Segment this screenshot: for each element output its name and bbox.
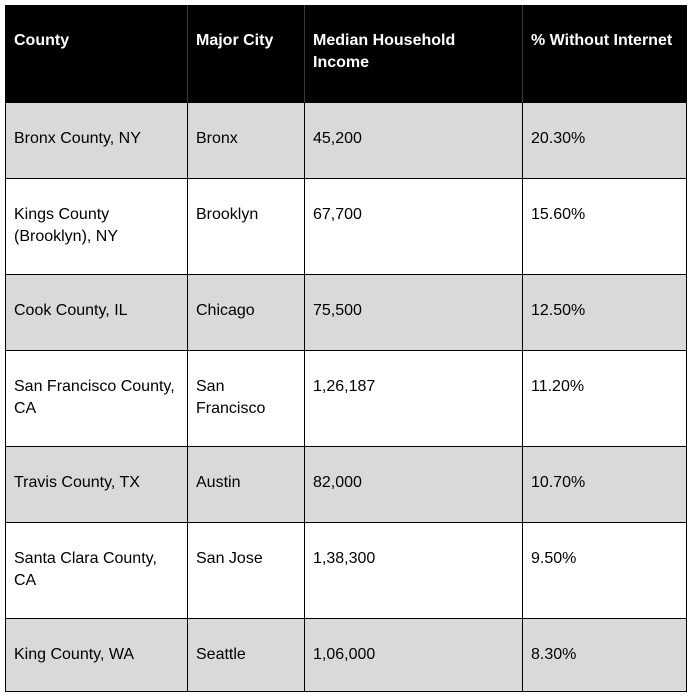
cell-median-income: 1,38,300	[304, 522, 523, 619]
cell-median-income: 45,200	[304, 102, 523, 179]
cell-major-city: Seattle	[187, 618, 305, 692]
table-header: County Major City Median Household Incom…	[5, 5, 687, 103]
header-row: County Major City Median Household Incom…	[5, 5, 687, 103]
cell-major-city: Austin	[187, 446, 305, 523]
cell-county: Kings County (Brooklyn), NY	[5, 178, 188, 275]
header-median-household-income: Median Household Income	[304, 5, 523, 103]
cell-county: Santa Clara County, CA	[5, 522, 188, 619]
header-percent-without-internet: % Without Internet	[522, 5, 687, 103]
county-internet-table: County Major City Median Household Incom…	[5, 5, 687, 692]
cell-county: Bronx County, NY	[5, 102, 188, 179]
cell-major-city: Brooklyn	[187, 178, 305, 275]
cell-county: Travis County, TX	[5, 446, 188, 523]
cell-major-city: San Francisco	[187, 350, 305, 447]
cell-median-income: 1,06,000	[304, 618, 523, 692]
cell-without-internet: 8.30%	[522, 618, 687, 692]
table-row: Bronx County, NY Bronx 45,200 20.30%	[5, 102, 687, 179]
cell-major-city: San Jose	[187, 522, 305, 619]
cell-without-internet: 11.20%	[522, 350, 687, 447]
table-row: Santa Clara County, CA San Jose 1,38,300…	[5, 522, 687, 619]
table-row: Kings County (Brooklyn), NY Brooklyn 67,…	[5, 178, 687, 275]
cell-without-internet: 12.50%	[522, 274, 687, 351]
cell-county: Cook County, IL	[5, 274, 188, 351]
header-major-city: Major City	[187, 5, 305, 103]
cell-without-internet: 20.30%	[522, 102, 687, 179]
cell-county: San Francisco County, CA	[5, 350, 188, 447]
cell-median-income: 75,500	[304, 274, 523, 351]
cell-major-city: Chicago	[187, 274, 305, 351]
cell-without-internet: 10.70%	[522, 446, 687, 523]
cell-without-internet: 9.50%	[522, 522, 687, 619]
table-row: San Francisco County, CA San Francisco 1…	[5, 350, 687, 447]
cell-median-income: 82,000	[304, 446, 523, 523]
table-row: King County, WA Seattle 1,06,000 8.30%	[5, 618, 687, 692]
cell-without-internet: 15.60%	[522, 178, 687, 275]
data-table-container: County Major City Median Household Incom…	[5, 5, 687, 692]
table-row: Cook County, IL Chicago 75,500 12.50%	[5, 274, 687, 351]
cell-county: King County, WA	[5, 618, 188, 692]
cell-median-income: 1,26,187	[304, 350, 523, 447]
header-county: County	[5, 5, 188, 103]
table-row: Travis County, TX Austin 82,000 10.70%	[5, 446, 687, 523]
cell-median-income: 67,700	[304, 178, 523, 275]
cell-major-city: Bronx	[187, 102, 305, 179]
table-body: Bronx County, NY Bronx 45,200 20.30% Kin…	[5, 102, 687, 692]
